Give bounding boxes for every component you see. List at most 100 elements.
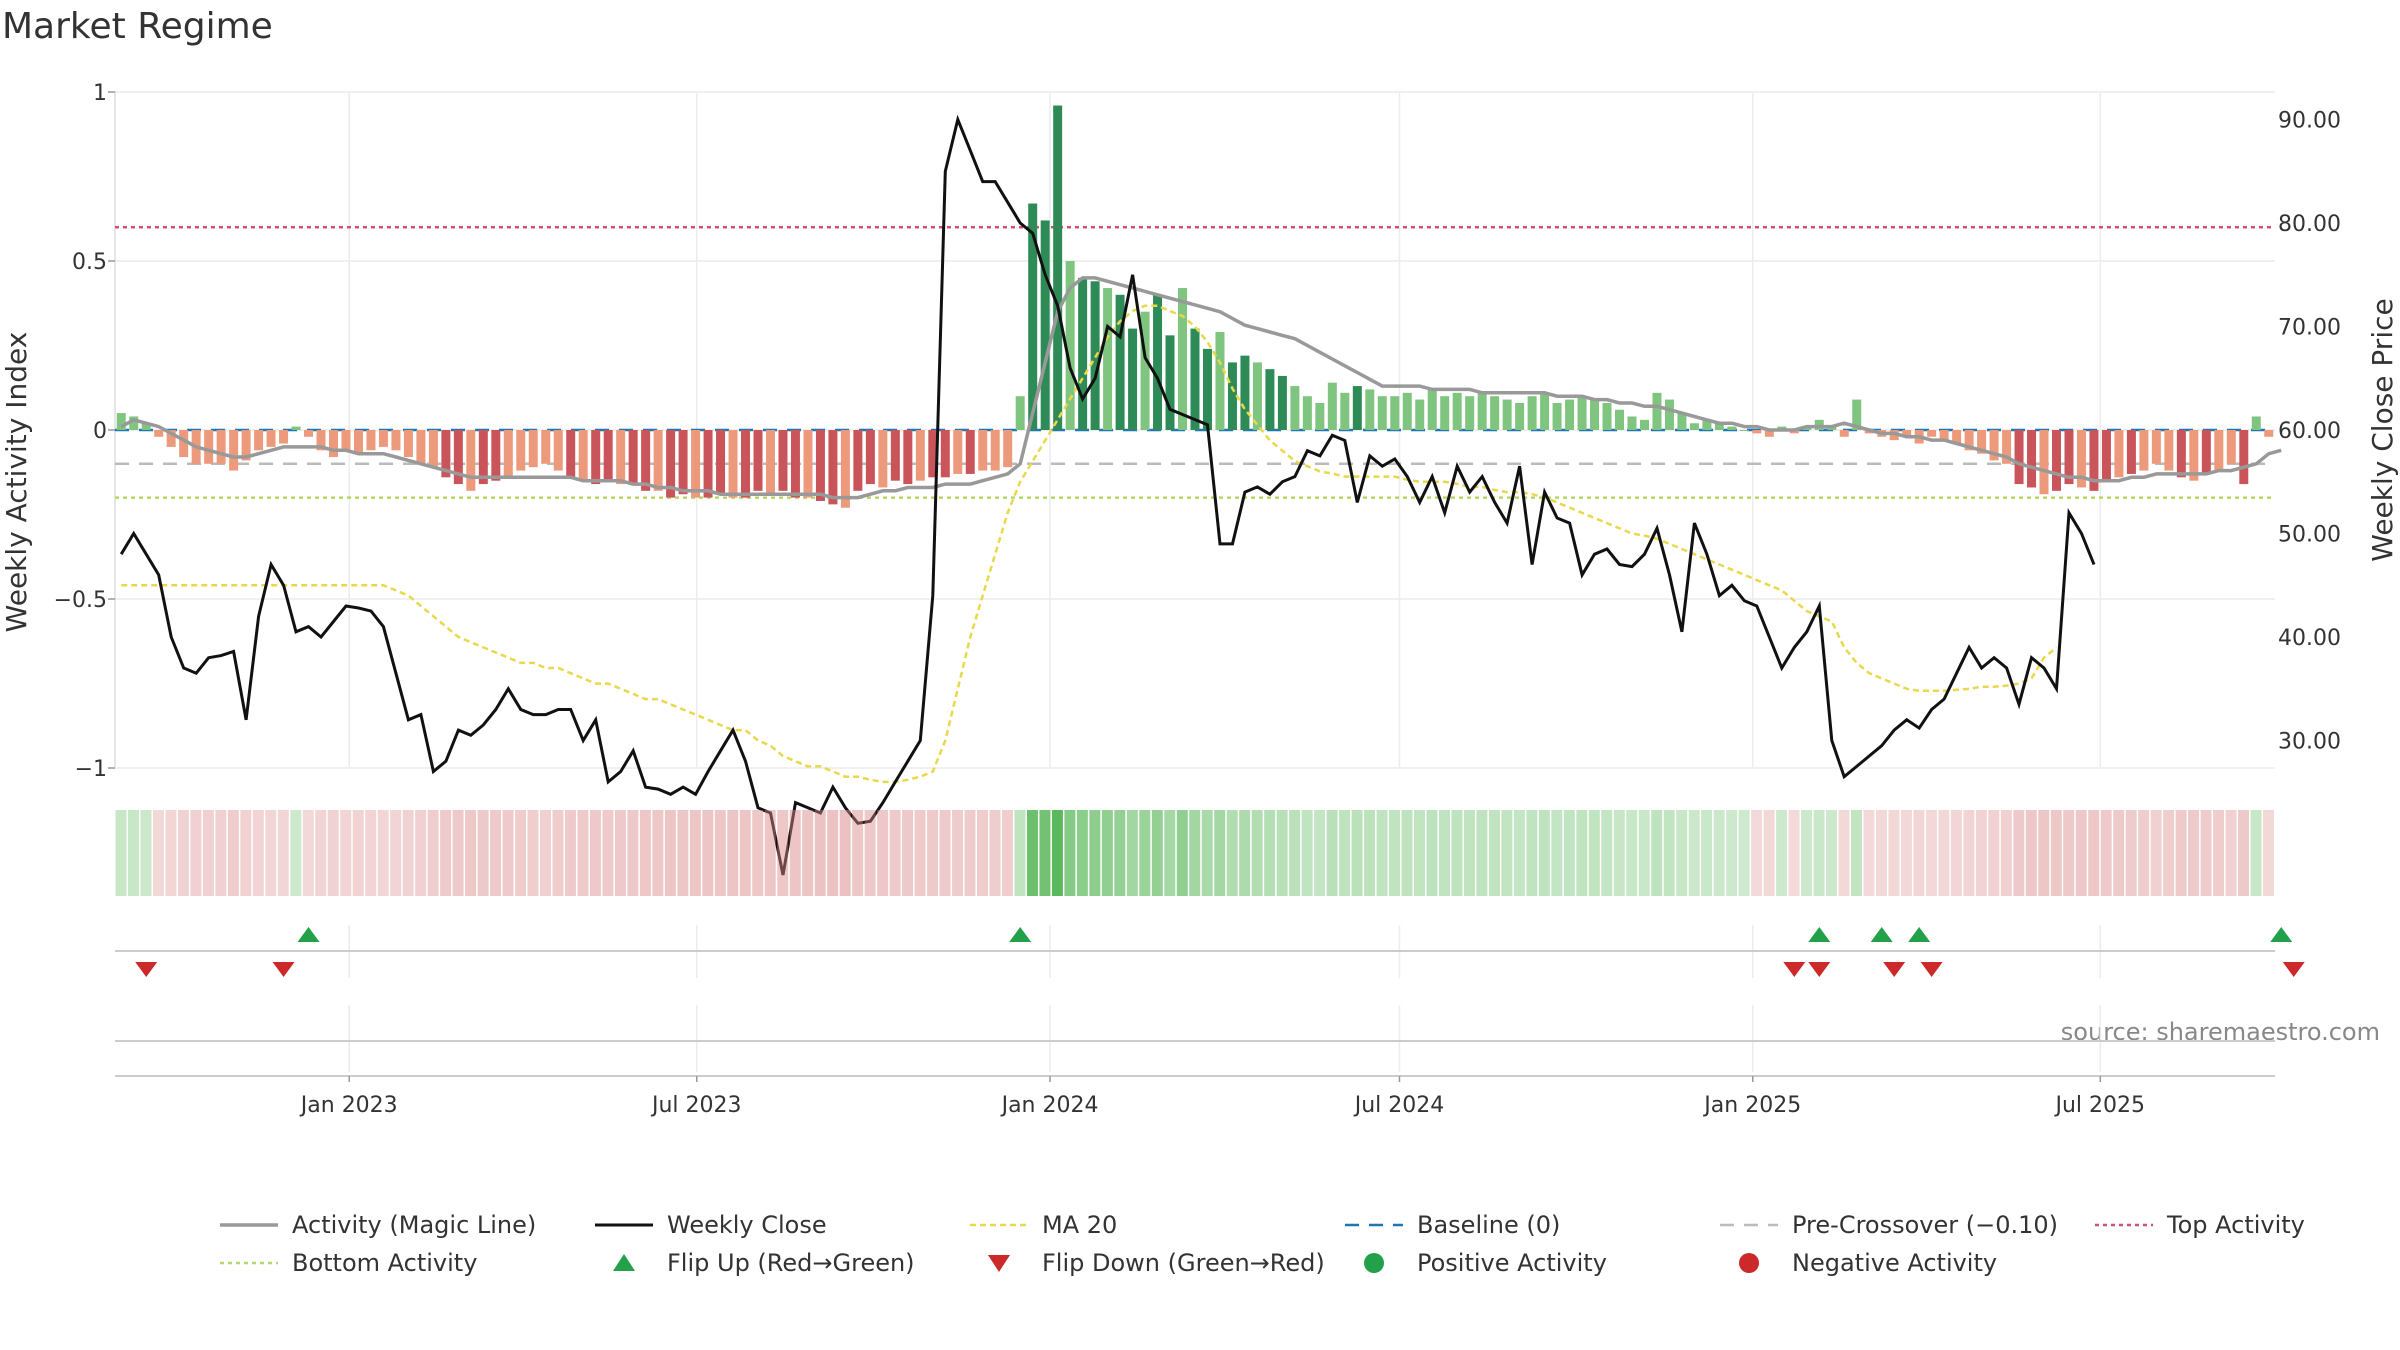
regime-strip-cell (1051, 810, 1063, 896)
activity-bar (129, 416, 139, 430)
right-tick-label: 90.00 (2278, 109, 2341, 134)
flip-up-marker (1009, 927, 1032, 942)
x-tick-label: Jan 2024 (1000, 1093, 1099, 1118)
activity-bar (716, 430, 726, 495)
activity-bar (728, 430, 738, 498)
regime-strip-cell (1863, 810, 1875, 896)
regime-strip-cell (2238, 810, 2250, 896)
activity-bar (978, 430, 988, 471)
regime-strip-cell (490, 810, 502, 896)
flip-up-marker (2270, 927, 2293, 942)
ma20-line (121, 304, 2058, 784)
regime-strip-cell (1039, 810, 1051, 896)
legend-label: Weekly Close (667, 1211, 827, 1239)
regime-strip-cell (1251, 810, 1263, 896)
flip-down-marker (1883, 962, 1906, 977)
right-tick-label: 40.00 (2278, 626, 2341, 651)
regime-strip-cell (1226, 810, 1238, 896)
regime-strip-cell (1101, 810, 1113, 896)
activity-bar (578, 430, 588, 481)
x-tick-label: Jul 2024 (1353, 1093, 1445, 1118)
activity-bar (765, 430, 775, 495)
left-tick-label: 0 (93, 419, 107, 444)
activity-bar (678, 430, 688, 495)
activity-bar (366, 430, 376, 451)
regime-strip-cell (1426, 810, 1438, 896)
regime-strip-cell (477, 810, 489, 896)
activity-bar (1140, 311, 1150, 430)
activity-bar (1415, 399, 1425, 430)
regime-strip-cell (1913, 810, 1925, 896)
activity-bar (641, 430, 651, 491)
line-series (119, 114, 2282, 876)
activity-bar (915, 430, 925, 481)
regime-strip-cell (839, 810, 851, 896)
regime-strip-cell (1713, 810, 1725, 896)
activity-bar (2064, 430, 2074, 485)
axis-ticks: 1 0.5 0 −0.5 −1 90.00 80.00 70.00 60.00 50.00 40.0… (54, 81, 2341, 1118)
activity-bar (603, 430, 613, 481)
regime-strip-cell (689, 810, 701, 896)
activity-bar (1252, 362, 1262, 430)
activity-bar (778, 430, 788, 491)
regime-strip-cell (902, 810, 914, 896)
activity-bar (591, 430, 601, 485)
regime-strip-cell (240, 810, 252, 896)
activity-bar (204, 430, 214, 464)
right-tick-label: 50.00 (2278, 523, 2341, 548)
regime-strip-cell (1364, 810, 1376, 896)
activity-bar (516, 430, 526, 471)
regime-strip-cell (527, 810, 539, 896)
regime-strip-cell (1826, 810, 1838, 896)
regime-strip-cell (340, 810, 352, 896)
activity-bar (1964, 430, 1974, 451)
flip-down-marker (135, 962, 158, 977)
left-tick-label: 1 (93, 81, 107, 106)
activity-bar (890, 430, 900, 481)
activity-bar (1639, 419, 1649, 430)
regime-strip-cell (2263, 810, 2274, 896)
activity-bar (653, 430, 663, 491)
activity-bar (1015, 396, 1025, 430)
legend-label: Flip Up (Red→Green) (667, 1249, 915, 1277)
activity-bar (1927, 430, 1937, 437)
activity-bar (703, 430, 713, 498)
activity-bar (1902, 430, 1912, 437)
activity-bar (828, 430, 838, 505)
regime-strip-cell (1751, 810, 1763, 896)
activity-bar (666, 430, 676, 498)
regime-strip-cell (352, 810, 364, 896)
regime-strip-cell (564, 810, 576, 896)
regime-strip-cell (1763, 810, 1775, 896)
regime-strip (115, 810, 2274, 896)
regime-strip-cell (1938, 810, 1950, 896)
activity-bar (2151, 430, 2161, 464)
regime-strip-cell (2100, 810, 2112, 896)
activity-bar (316, 430, 326, 451)
regime-strip-cell (1376, 810, 1388, 896)
regime-strip-cell (265, 810, 277, 896)
right-tick-label: 70.00 (2278, 316, 2341, 341)
regime-strip-cell (1776, 810, 1788, 896)
activity-bar (229, 430, 239, 471)
activity-bar (1752, 430, 1762, 434)
activity-bar (1502, 399, 1512, 430)
legend-swatch (1364, 1253, 1384, 1273)
activity-bar (541, 430, 551, 464)
activity-bar (1565, 399, 1575, 430)
regime-strip-cell (852, 810, 864, 896)
regime-strip-cell (1026, 810, 1038, 896)
regime-strip-cell (752, 810, 764, 896)
x-tick-label: Jan 2025 (1702, 1093, 1801, 1118)
regime-strip-cell (277, 810, 289, 896)
regime-strip-cell (1451, 810, 1463, 896)
flip-up-marker (1808, 927, 1831, 942)
activity-bar (840, 430, 850, 508)
activity-bar (441, 430, 451, 478)
activity-bar (2164, 430, 2174, 471)
activity-bar (1390, 396, 1400, 430)
activity-bar (1939, 430, 1949, 441)
activity-bar (254, 430, 264, 451)
activity-bar (1078, 277, 1088, 430)
activity-bar (1465, 396, 1475, 430)
